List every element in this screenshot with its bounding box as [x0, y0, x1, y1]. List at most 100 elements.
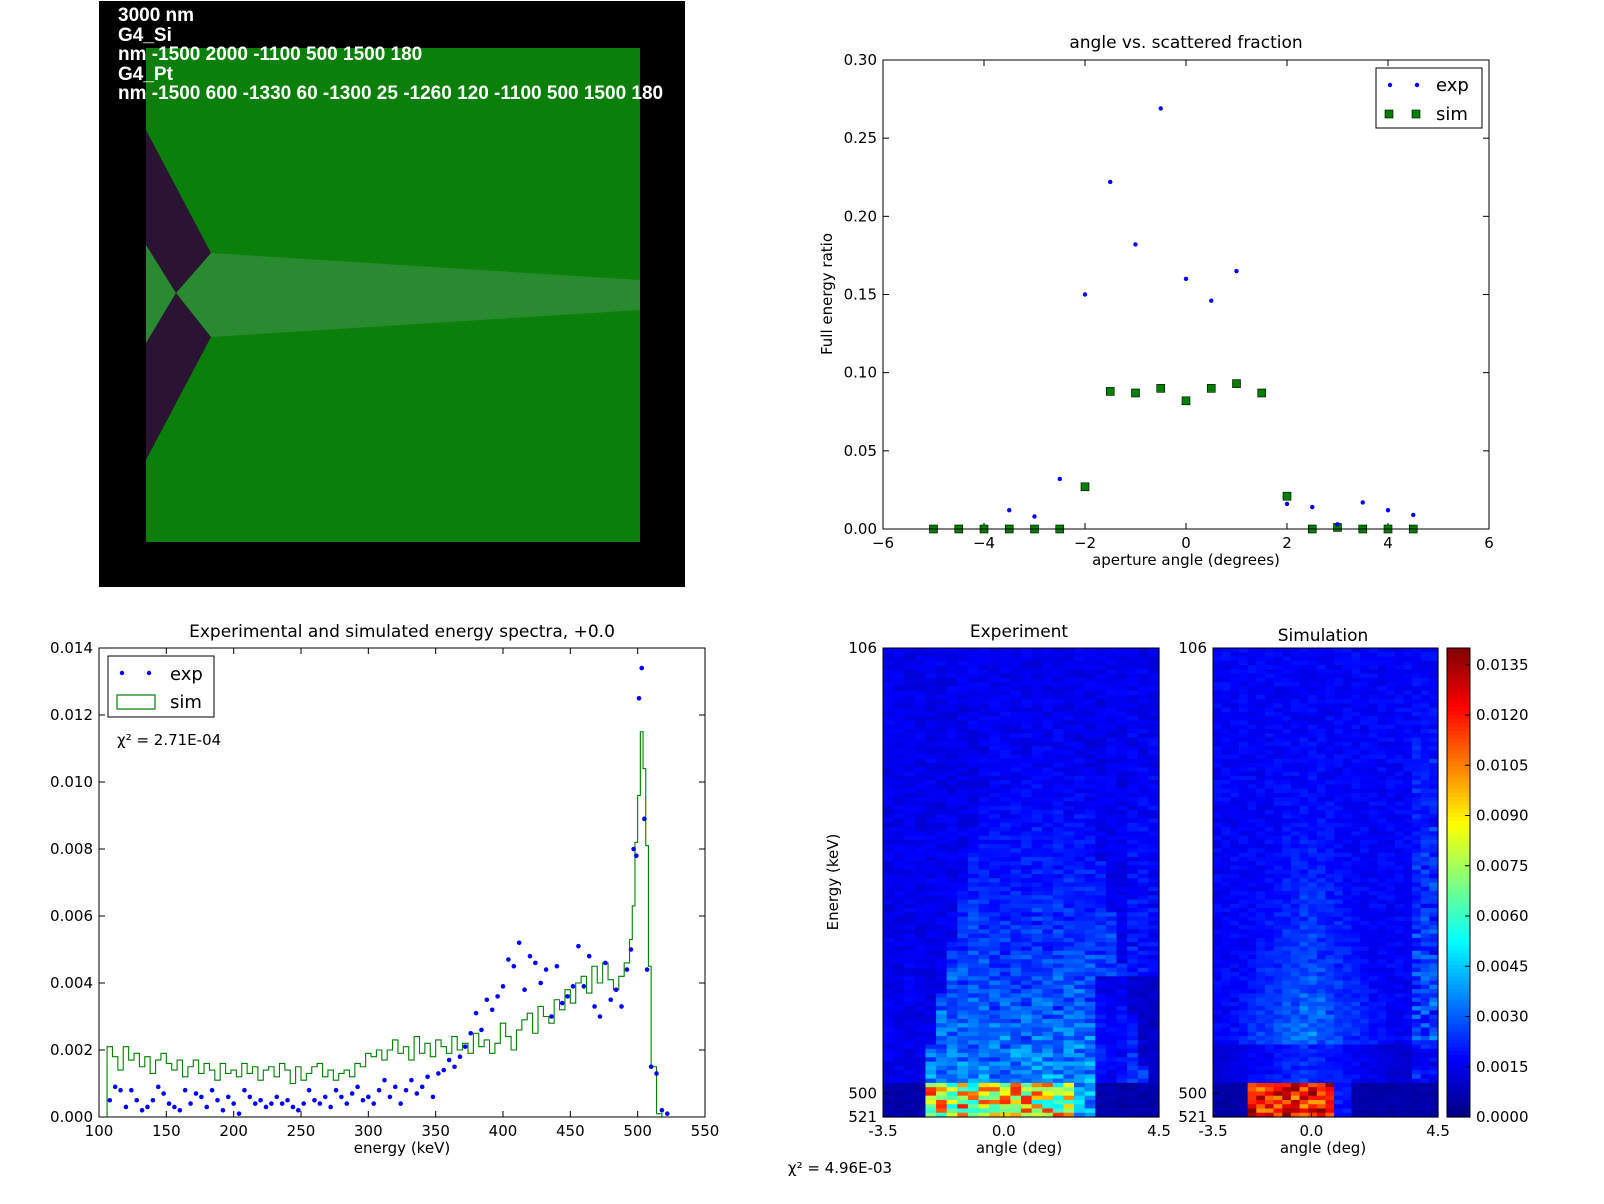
experiment-heatmap-cell [1031, 959, 1043, 965]
experiment-heatmap-cell [946, 822, 958, 828]
experiment-heatmap-cell [914, 771, 927, 777]
simulation-heatmap-cell [1360, 686, 1370, 692]
simulation-heatmap-cell [1325, 771, 1335, 777]
simulation-heatmap-cell [1403, 933, 1413, 939]
simulation-heatmap-cell [1342, 673, 1353, 679]
experiment-heatmap-cell [999, 1001, 1011, 1007]
simulation-heatmap-cell [1351, 831, 1361, 837]
experiment-heatmap-cell [904, 929, 916, 935]
experiment-heatmap-cell [999, 869, 1011, 875]
experiment-heatmap-cell [914, 886, 927, 892]
simulation-heatmap-cell [1412, 767, 1422, 773]
experiment-heatmap-cell [1063, 784, 1075, 790]
simulation-heatmap-cell [1403, 882, 1413, 888]
experiment-heatmap-cell [1148, 1091, 1160, 1097]
experiment-heatmap-cell [936, 937, 948, 943]
experiment-heatmap-cell [1010, 699, 1022, 705]
experiment-heatmap-cell [999, 963, 1011, 969]
experiment-heatmap-cell [893, 1018, 905, 1024]
experiment-heatmap-cell [1148, 946, 1160, 952]
experiment-heatmap-cell [1137, 716, 1149, 722]
simulation-heatmap-cell [1238, 942, 1249, 948]
experiment-heatmap-cell [1137, 797, 1149, 803]
experiment-heatmap-cell [967, 648, 980, 653]
experiment-heatmap-cell [1052, 784, 1065, 790]
experiment-heatmap-cell [957, 989, 969, 994]
experiment-heatmap-cell [1105, 652, 1118, 658]
simulation-heatmap-cell [1290, 891, 1301, 896]
experiment-heatmap-cell [1105, 1095, 1118, 1101]
experiment-heatmap-cell [1042, 648, 1054, 653]
experiment-heatmap-cell [1127, 976, 1139, 982]
experiment-heatmap-cell [1021, 818, 1033, 824]
simulation-heatmap-cell [1342, 720, 1353, 726]
simulation-heatmap-cell [1290, 673, 1301, 679]
experiment-heatmap-cell [1052, 963, 1065, 969]
experiment-heatmap-cell [1052, 937, 1065, 943]
experiment-heatmap-cell [883, 844, 895, 849]
simulation-heatmap-cell [1351, 805, 1361, 811]
experiment-heatmap-cell [999, 886, 1011, 892]
simulation-heatmap-cell [1342, 754, 1353, 760]
experiment-heatmap-cell [1116, 694, 1128, 700]
experiment-heatmap-cell [936, 993, 948, 999]
simulation-heatmap-cell [1360, 827, 1370, 832]
experiment-heatmap-cell [1095, 925, 1107, 930]
simulation-heatmap-cell [1342, 869, 1353, 875]
experiment-heatmap-cell [1074, 950, 1086, 956]
experiment-heatmap-cell [1042, 929, 1054, 935]
experiment-heatmap-cell [1052, 665, 1065, 670]
simulation-heatmap-cell [1429, 652, 1439, 658]
simulation-heatmap-cell [1238, 869, 1249, 875]
experiment-heatmap-cell [936, 1104, 948, 1110]
simulation-heatmap-cell [1334, 656, 1344, 662]
experiment-heatmap-cell [925, 937, 937, 943]
experiment-heatmap-cell [1148, 1112, 1160, 1118]
experiment-heatmap-cell [1137, 682, 1149, 687]
experiment-heatmap-cell [1137, 1027, 1149, 1033]
experiment-heatmap-cell [914, 827, 927, 832]
simulation-heatmap-cell [1403, 677, 1413, 683]
simulation-heatmap-cell [1282, 656, 1292, 662]
simulation-heatmap-cell [1230, 780, 1240, 786]
experiment-heatmap-cell [914, 1070, 927, 1075]
experiment-heatmap-cell [946, 1010, 958, 1016]
experiment-heatmap-cell [1084, 972, 1096, 977]
simulation-heatmap-cell [1213, 758, 1223, 764]
simulation-heatmap-cell [1420, 720, 1430, 726]
experiment-heatmap-cell [1105, 861, 1118, 867]
simulation-heatmap-cell [1247, 844, 1257, 849]
experiment-heatmap-cell [1116, 822, 1128, 828]
experiment-heatmap-cell [999, 878, 1011, 884]
experiment-heatmap-cell [1127, 1091, 1139, 1097]
experiment-heatmap-cell [1063, 737, 1075, 743]
experiment-heatmap-cell [1031, 1061, 1043, 1067]
experiment-heatmap-cell [893, 920, 905, 926]
experiment-heatmap-cell [1137, 942, 1149, 948]
experiment-heatmap-cell [1084, 1078, 1096, 1084]
experiment-heatmap-cell [1095, 792, 1107, 798]
simulation-heatmap-cell [1412, 908, 1422, 913]
experiment-heatmap-cell [904, 972, 916, 977]
experiment-heatmap-cell [893, 703, 905, 709]
experiment-heatmap-cell [1095, 1031, 1107, 1037]
simulation-heatmap-cell [1334, 831, 1344, 837]
experiment-heatmap-cell [946, 895, 958, 901]
scatter-ytick-label: 0.30 [844, 51, 877, 69]
simulation-heatmap-cell [1282, 891, 1292, 896]
experiment-heatmap-cell [904, 1087, 916, 1093]
simulation-heatmap-cell [1308, 835, 1318, 841]
simulation-heatmap-cell [1247, 660, 1257, 666]
simulation-heatmap-cell [1213, 733, 1223, 739]
experiment-heatmap-cell [999, 920, 1011, 926]
simulation-heatmap-cell [1420, 937, 1430, 943]
simulation-heatmap-cell [1282, 878, 1292, 884]
experiment-heatmap-cell [1137, 976, 1149, 982]
experiment-heatmap-cell [1084, 703, 1096, 709]
experiment-heatmap-cell [957, 1112, 969, 1118]
simulation-heatmap-cell [1290, 682, 1301, 687]
experiment-heatmap-cell [1137, 993, 1149, 999]
experiment-heatmap-cell [1084, 1074, 1096, 1080]
experiment-heatmap-cell [1105, 997, 1118, 1003]
simulation-heatmap-cell [1342, 844, 1353, 849]
